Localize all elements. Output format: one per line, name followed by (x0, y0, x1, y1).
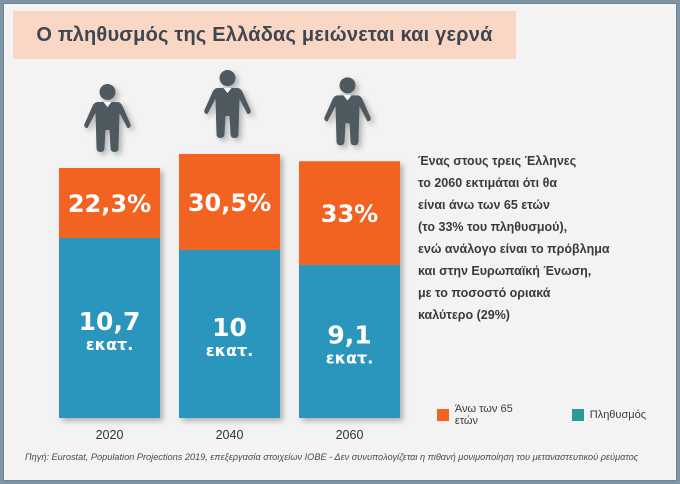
label-unit-2040: εκατ. (206, 341, 254, 360)
person-icon (84, 84, 131, 152)
bar-over65-2020 (59, 168, 160, 238)
description-line: το 2060 εκτιμάται ότι θα (418, 176, 558, 190)
person-icon (204, 70, 251, 139)
source-footnote: Πηγή: Eurostat, Population Projections 2… (25, 452, 639, 462)
legend-item-over65: Άνω των 65 ετών (437, 403, 538, 427)
title-band: Ο πληθυσμός της Ελλάδας μειώνεται και γε… (13, 11, 516, 59)
description-line: με το ποσοστό οριακά (418, 286, 551, 300)
description-line: και στην Ευρωπαϊκή Ένωση, (418, 264, 592, 278)
label-over65-2060: 33% (321, 200, 378, 228)
x-tick-label-2060: 2060 (336, 428, 364, 442)
label-over65-2040: 30,5% (188, 189, 271, 217)
legend-swatch-population (571, 409, 584, 421)
legend-label-population: Πληθυσμός (589, 409, 646, 421)
description-line: είναι άνω των 65 ετών (418, 198, 550, 212)
legend-swatch-over65 (437, 409, 449, 421)
bar-over65-2040 (179, 154, 280, 250)
legend: Άνω των 65 ετών Πληθυσμός (437, 403, 680, 427)
x-tick-label-2040: 2040 (216, 428, 244, 442)
legend-label-over65: Άνω των 65 ετών (454, 403, 513, 427)
label-over65-2020: 22,3% (68, 190, 151, 218)
legend-item-population: Πληθυσμός (571, 409, 646, 421)
bar-population-2020 (59, 238, 160, 418)
bar-population-2060 (299, 264, 400, 418)
description-line: (το 33% του πληθυσμού), (418, 220, 568, 234)
description-text: Ένας στους τρεις Έλληνες το 2060 εκτιμάτα… (418, 150, 618, 326)
chart-title: Ο πληθυσμός της Ελλάδας μειώνεται και γε… (36, 24, 493, 46)
bar-over65-2060 (299, 161, 400, 265)
description-line: καλύτερο (29%) (418, 308, 510, 322)
x-tick-label-2020: 2020 (96, 428, 124, 442)
label-population-2020: 10,7 (79, 307, 141, 336)
bar-population-2040 (179, 249, 280, 418)
label-population-2060: 9,1 (327, 320, 371, 349)
description-line: Ένας στους τρεις Έλληνες (418, 154, 577, 168)
label-unit-2060: εκατ. (326, 348, 374, 367)
person-icon (324, 77, 371, 146)
label-unit-2020: εκατ. (86, 335, 134, 354)
label-population-2040: 10 (212, 313, 247, 342)
description-line: ενώ ανάλογο είναι το πρόβλημα (418, 242, 610, 256)
